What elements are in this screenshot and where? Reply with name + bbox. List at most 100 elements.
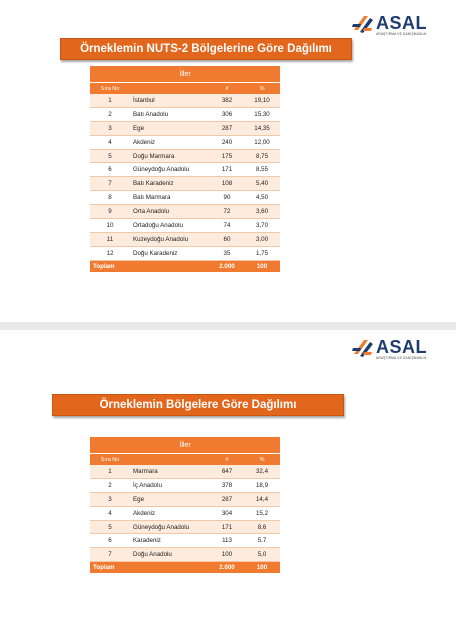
cell-percent: 3,00	[244, 232, 281, 247]
column-header-sira-no: Sıra No	[90, 82, 130, 94]
region-distribution-table: İller Sıra No #% 1 Marmara 647 32,4 2 İç Anadolu…	[90, 437, 281, 574]
cell-count: 306	[210, 107, 244, 122]
cell-region: Doğu Anadolu	[130, 547, 210, 563]
column-header-name	[130, 82, 210, 94]
cell-region: Batı Anadolu	[130, 107, 210, 122]
cell-region: Akdeniz	[130, 506, 210, 521]
cell-sira-no: 4	[90, 506, 130, 521]
column-header-percent: %	[244, 453, 281, 465]
table-row: 1 Marmara 647 32,4	[90, 465, 281, 479]
cell-percent: 5,7	[244, 533, 281, 549]
cell-sira-no: 7	[90, 176, 130, 192]
cell-region: Akdeniz	[130, 135, 210, 150]
cell-percent: 5,0	[244, 547, 281, 563]
logo-tagline: ARAŞTIRMA VE DANIŞMANLIK	[376, 356, 427, 360]
cell-sira-no: 9	[90, 204, 130, 220]
column-header-percent: %	[244, 82, 281, 94]
cell-percent: 8,75	[244, 149, 281, 164]
table-row: 2 Batı Anadolu 306 15,30	[90, 107, 281, 122]
table-row: 5 Doğu Marmara 175 8,75	[90, 149, 281, 164]
total-count: 2.000	[210, 561, 244, 574]
slide-1: ASAL ARAŞTIRMA VE DANIŞMANLIK Örneklemin…	[0, 0, 456, 322]
cell-percent: 19,10	[244, 94, 281, 108]
cell-region: Batı Marmara	[130, 190, 210, 206]
cell-count: 378	[210, 478, 244, 493]
table-row: 6 Karadeniz 113 5,7	[90, 533, 281, 549]
table-row: 9 Orta Anadolu 72 3,60	[90, 204, 281, 220]
cell-sira-no: 6	[90, 162, 130, 178]
total-row: Toplam 2.000 100	[90, 260, 281, 272]
nuts2-distribution-table: İller Sıra No #% 1 İstanbul 382 19,10 2 Batı Ana…	[90, 66, 281, 272]
table-row: 3 Ege 287 14,35	[90, 121, 281, 136]
total-empty	[130, 561, 210, 574]
total-percent: 100	[244, 561, 281, 574]
cell-region: Ege	[130, 121, 210, 136]
cell-region: İstanbul	[130, 94, 210, 108]
cell-count: 108	[210, 176, 244, 192]
cell-sira-no: 2	[90, 478, 130, 493]
logo-brand-name: ASAL	[376, 337, 427, 357]
total-label: Toplam	[90, 561, 130, 574]
slide-2: ASAL ARAŞTIRMA VE DANIŞMANLIK Örneklemin…	[0, 330, 456, 644]
cell-region: Kuzeydoğu Anadolu	[130, 232, 210, 247]
cell-sira-no: 5	[90, 520, 130, 535]
total-label: Toplam	[90, 260, 130, 272]
cell-percent: 3,70	[244, 218, 281, 233]
table-row: 4 Akdeniz 240 12,00	[90, 135, 281, 150]
cell-region: Doğu Karadeniz	[130, 246, 210, 261]
cell-percent: 18,9	[244, 478, 281, 493]
table-row: 3 Ege 287 14,4	[90, 492, 281, 507]
table-row: 7 Batı Karadeniz 108 5,40	[90, 176, 281, 192]
cell-percent: 5,40	[244, 176, 281, 192]
cell-region: Doğu Marmara	[130, 149, 210, 164]
cell-region: İç Anadolu	[130, 478, 210, 493]
cell-count: 287	[210, 121, 244, 136]
cell-sira-no: 6	[90, 533, 130, 549]
cell-region: Batı Karadeniz	[130, 176, 210, 192]
cell-percent: 15,30	[244, 107, 281, 122]
cell-sira-no: 8	[90, 190, 130, 206]
table-row: 7 Doğu Anadolu 100 5,0	[90, 547, 281, 563]
cell-percent: 32,4	[244, 465, 281, 479]
cell-percent: 14,4	[244, 492, 281, 507]
cell-region: Ege	[130, 492, 210, 507]
cell-region: Karadeniz	[130, 533, 210, 549]
asal-logo: ASAL ARAŞTIRMA VE DANIŞMANLIK	[352, 14, 427, 36]
cell-percent: 4,50	[244, 190, 281, 206]
column-header-sira-no: Sıra No	[90, 453, 130, 465]
table-row: 12 Doğu Karadeniz 35 1,75	[90, 246, 281, 261]
cell-count: 304	[210, 506, 244, 521]
table-group-header: İller	[90, 66, 281, 83]
column-header-name	[130, 453, 210, 465]
logo-tagline: ARAŞTIRMA VE DANIŞMANLIK	[376, 32, 427, 36]
column-header-count: #	[210, 82, 244, 94]
table-row: 2 İç Anadolu 378 18,9	[90, 478, 281, 493]
cell-count: 72	[210, 204, 244, 220]
cell-percent: 8,55	[244, 162, 281, 178]
asal-logo-mark-icon	[352, 338, 374, 358]
cell-sira-no: 12	[90, 246, 130, 261]
cell-sira-no: 3	[90, 492, 130, 507]
cell-sira-no: 1	[90, 465, 130, 479]
cell-sira-no: 5	[90, 149, 130, 164]
total-percent: 100	[244, 260, 281, 272]
slide-1-title: Örneklemin NUTS-2 Bölgelerine Göre Dağıl…	[60, 38, 352, 60]
cell-region: Güneydoğu Anadolu	[130, 162, 210, 178]
total-count: 2.000	[210, 260, 244, 272]
table-row: 11 Kuzeydoğu Anadolu 60 3,00	[90, 232, 281, 247]
cell-percent: 14,35	[244, 121, 281, 136]
table-row: 1 İstanbul 382 19,10	[90, 94, 281, 108]
logo-brand-name: ASAL	[376, 13, 427, 33]
asal-logo-mark-icon	[352, 14, 374, 34]
slide-2-title: Örneklemin Bölgelere Göre Dağılımı	[52, 394, 344, 416]
total-empty	[130, 260, 210, 272]
asal-logo-2: ASAL ARAŞTIRMA VE DANIŞMANLIK	[352, 338, 427, 360]
cell-region: Orta Anadolu	[130, 204, 210, 220]
cell-percent: 1,75	[244, 246, 281, 261]
cell-count: 171	[210, 520, 244, 535]
cell-count: 171	[210, 162, 244, 178]
table-row: 5 Güneydoğu Anadolu 171 8,6	[90, 520, 281, 535]
table-group-header: İller	[90, 437, 281, 454]
column-header-count: #	[210, 453, 244, 465]
cell-count: 647	[210, 465, 244, 479]
